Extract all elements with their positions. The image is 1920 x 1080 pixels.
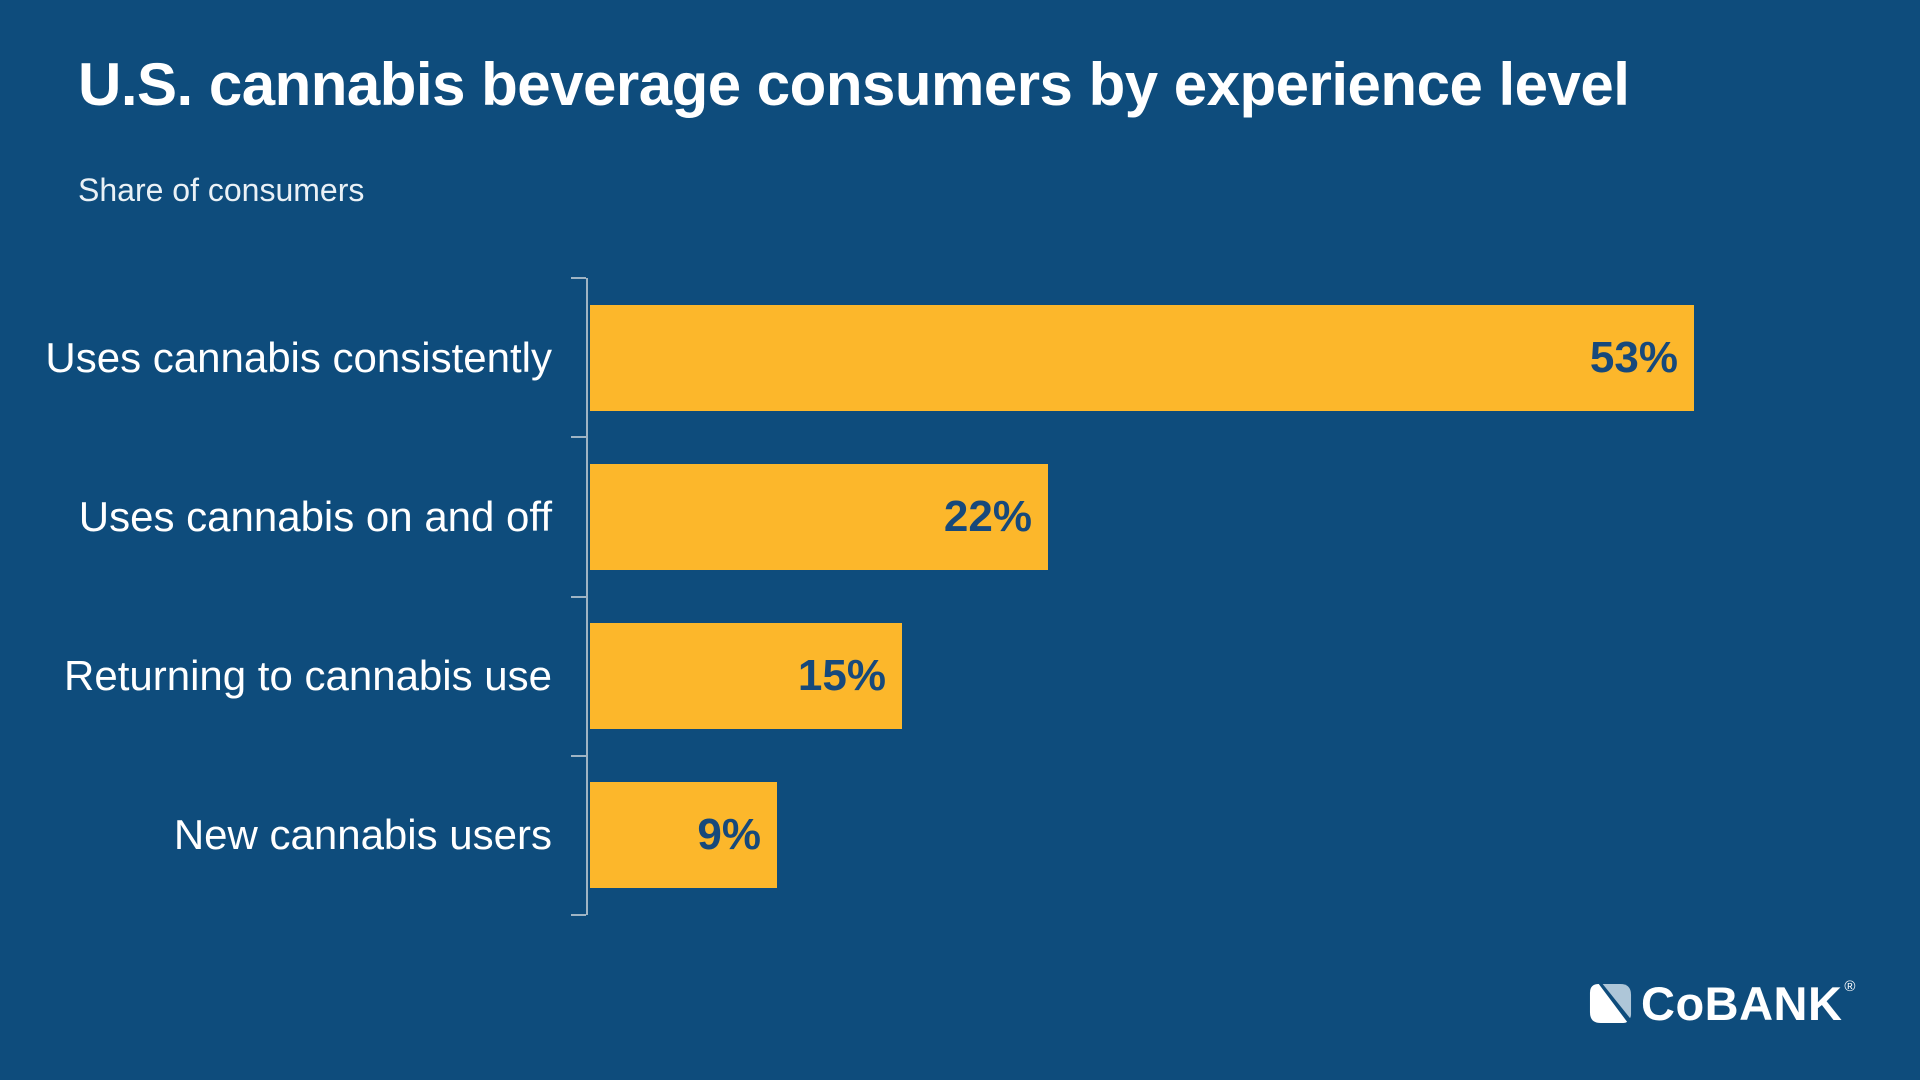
bar-value: 53% — [1589, 332, 1678, 382]
chart-subtitle: Share of consumers — [78, 172, 365, 208]
bar-value: 15% — [797, 651, 886, 701]
cobank-logo-text: CoBANK — [1641, 977, 1843, 1030]
cobank-logo-icon — [1589, 983, 1632, 1024]
bar: 53% — [590, 304, 1694, 411]
y-axis-line — [586, 278, 588, 915]
axis-tick — [571, 754, 586, 757]
axis-tick — [571, 436, 586, 439]
bar-label: Uses cannabis consistently — [45, 333, 552, 381]
registered-trademark-icon: ® — [1844, 978, 1856, 995]
cobank-logo: CoBANK ® — [1588, 977, 1856, 1030]
chart-title: U.S. cannabis beverage consumers by expe… — [78, 51, 1630, 118]
bar-value: 9% — [697, 810, 761, 860]
bar-label: Uses cannabis on and off — [78, 492, 552, 540]
bar: 15% — [590, 623, 902, 730]
bar: 22% — [590, 463, 1048, 570]
axis-tick — [571, 277, 586, 279]
axis-tick — [571, 595, 586, 598]
bar-label: Returning to cannabis use — [64, 652, 552, 700]
bar: 9% — [590, 782, 777, 889]
bar-value: 22% — [943, 491, 1032, 541]
bar-label: New cannabis users — [173, 811, 552, 859]
axis-tick — [571, 914, 586, 916]
